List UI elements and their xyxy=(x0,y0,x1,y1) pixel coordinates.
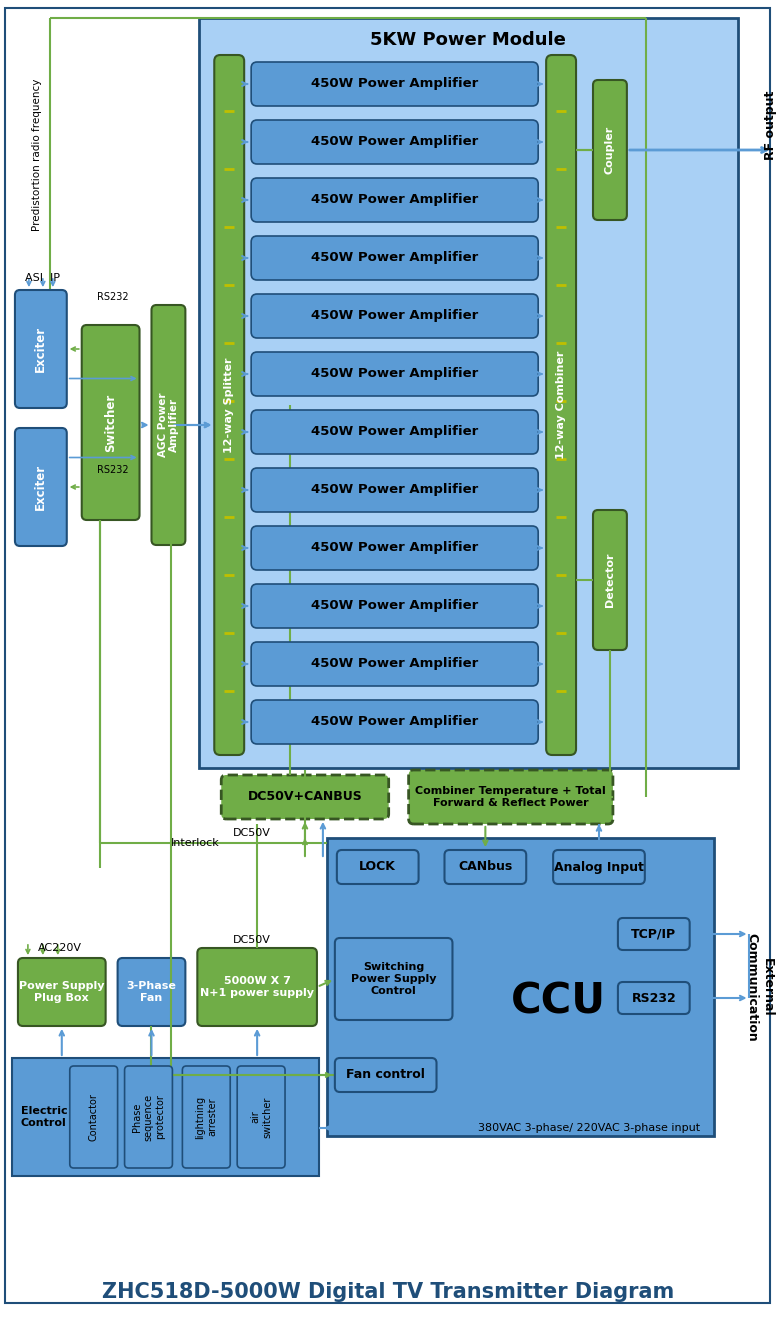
Text: 450W Power Amplifier: 450W Power Amplifier xyxy=(311,194,478,207)
FancyBboxPatch shape xyxy=(593,510,627,650)
Text: 450W Power Amplifier: 450W Power Amplifier xyxy=(311,484,478,497)
FancyBboxPatch shape xyxy=(15,428,67,546)
Text: ZHC518D-5000W Digital TV Transmitter Diagram: ZHC518D-5000W Digital TV Transmitter Dia… xyxy=(102,1282,674,1302)
Text: Exciter: Exciter xyxy=(34,464,47,510)
Text: Coupler: Coupler xyxy=(605,127,615,174)
Text: DC50V: DC50V xyxy=(233,828,271,838)
Text: LOCK: LOCK xyxy=(359,861,396,874)
FancyBboxPatch shape xyxy=(251,62,538,105)
Bar xyxy=(12,1058,319,1176)
FancyBboxPatch shape xyxy=(251,700,538,743)
Text: 12-way Combiner: 12-way Combiner xyxy=(556,351,566,459)
FancyBboxPatch shape xyxy=(618,919,689,950)
Text: Electric
Control: Electric Control xyxy=(20,1106,67,1128)
Text: Predistortion radio frequency: Predistortion radio frequency xyxy=(32,79,42,231)
Text: 450W Power Amplifier: 450W Power Amplifier xyxy=(311,368,478,381)
Text: Detector: Detector xyxy=(605,552,615,608)
Text: Switcher: Switcher xyxy=(104,393,117,452)
FancyBboxPatch shape xyxy=(444,850,526,884)
Bar xyxy=(327,838,713,1136)
Text: Interlock: Interlock xyxy=(171,838,219,847)
Text: Combiner Temperature + Total
Forward & Reflect Power: Combiner Temperature + Total Forward & R… xyxy=(415,787,606,808)
Text: Fan control: Fan control xyxy=(346,1069,425,1082)
Text: Power Supply
Plug Box: Power Supply Plug Box xyxy=(19,981,104,1003)
Text: lightning
arrester: lightning arrester xyxy=(195,1095,217,1139)
FancyBboxPatch shape xyxy=(251,236,538,279)
Text: 450W Power Amplifier: 450W Power Amplifier xyxy=(311,426,478,439)
Text: Analog Input: Analog Input xyxy=(554,861,644,874)
Text: Contactor: Contactor xyxy=(89,1093,99,1141)
FancyBboxPatch shape xyxy=(15,290,67,409)
Text: 5KW Power Module: 5KW Power Module xyxy=(370,32,566,49)
FancyBboxPatch shape xyxy=(593,80,627,220)
FancyBboxPatch shape xyxy=(124,1066,173,1168)
Text: 450W Power Amplifier: 450W Power Amplifier xyxy=(311,716,478,729)
Text: 380VAC 3-phase/ 220VAC 3-phase input: 380VAC 3-phase/ 220VAC 3-phase input xyxy=(478,1123,700,1133)
Text: TCP/IP: TCP/IP xyxy=(631,928,676,941)
Text: 450W Power Amplifier: 450W Power Amplifier xyxy=(311,252,478,265)
Text: 450W Power Amplifier: 450W Power Amplifier xyxy=(311,658,478,671)
Text: 450W Power Amplifier: 450W Power Amplifier xyxy=(311,136,478,149)
FancyBboxPatch shape xyxy=(18,958,106,1025)
Text: RS232: RS232 xyxy=(632,991,676,1004)
FancyBboxPatch shape xyxy=(251,410,538,453)
FancyBboxPatch shape xyxy=(117,958,185,1025)
Text: RS232: RS232 xyxy=(96,465,128,474)
FancyBboxPatch shape xyxy=(251,584,538,627)
FancyBboxPatch shape xyxy=(335,1058,436,1093)
FancyBboxPatch shape xyxy=(251,642,538,685)
FancyBboxPatch shape xyxy=(251,352,538,395)
Text: 5000W X 7
N+1 power supply: 5000W X 7 N+1 power supply xyxy=(200,977,314,998)
FancyBboxPatch shape xyxy=(337,850,419,884)
FancyBboxPatch shape xyxy=(546,55,576,755)
Text: 450W Power Amplifier: 450W Power Amplifier xyxy=(311,542,478,555)
FancyBboxPatch shape xyxy=(408,770,613,824)
FancyBboxPatch shape xyxy=(70,1066,117,1168)
FancyBboxPatch shape xyxy=(251,178,538,221)
Text: Exciter: Exciter xyxy=(34,326,47,372)
FancyBboxPatch shape xyxy=(251,120,538,163)
Text: DC50V: DC50V xyxy=(233,934,271,945)
Text: 12-way Splitter: 12-way Splitter xyxy=(224,357,234,453)
Text: RS232: RS232 xyxy=(96,293,128,302)
FancyBboxPatch shape xyxy=(335,938,453,1020)
FancyBboxPatch shape xyxy=(251,526,538,569)
Text: CANbus: CANbus xyxy=(458,861,513,874)
FancyBboxPatch shape xyxy=(198,948,317,1025)
Text: RF output: RF output xyxy=(764,91,777,159)
FancyBboxPatch shape xyxy=(182,1066,230,1168)
Text: 450W Power Amplifier: 450W Power Amplifier xyxy=(311,310,478,323)
Text: External
Communication: External Communication xyxy=(745,933,773,1041)
Text: DC50V+CANBUS: DC50V+CANBUS xyxy=(247,791,363,804)
FancyBboxPatch shape xyxy=(214,55,244,755)
Text: Phase
sequence
protector: Phase sequence protector xyxy=(132,1094,165,1140)
Text: AGC Power
Amplifier: AGC Power Amplifier xyxy=(158,393,179,457)
FancyBboxPatch shape xyxy=(237,1066,285,1168)
FancyBboxPatch shape xyxy=(152,304,185,546)
FancyBboxPatch shape xyxy=(82,326,139,521)
Text: 3-Phase
Fan: 3-Phase Fan xyxy=(127,981,177,1003)
Text: AC220V: AC220V xyxy=(38,942,82,953)
Text: CCU: CCU xyxy=(511,981,607,1023)
Text: 450W Power Amplifier: 450W Power Amplifier xyxy=(311,600,478,613)
FancyBboxPatch shape xyxy=(251,468,538,511)
FancyBboxPatch shape xyxy=(618,982,689,1014)
FancyBboxPatch shape xyxy=(553,850,645,884)
Text: air
switcher: air switcher xyxy=(251,1097,272,1137)
FancyBboxPatch shape xyxy=(251,294,538,337)
Text: Switching
Power Supply
Control: Switching Power Supply Control xyxy=(351,962,436,995)
Text: 450W Power Amplifier: 450W Power Amplifier xyxy=(311,78,478,91)
Bar xyxy=(199,18,738,768)
Text: ASI  IP: ASI IP xyxy=(26,273,61,283)
FancyBboxPatch shape xyxy=(221,775,389,818)
